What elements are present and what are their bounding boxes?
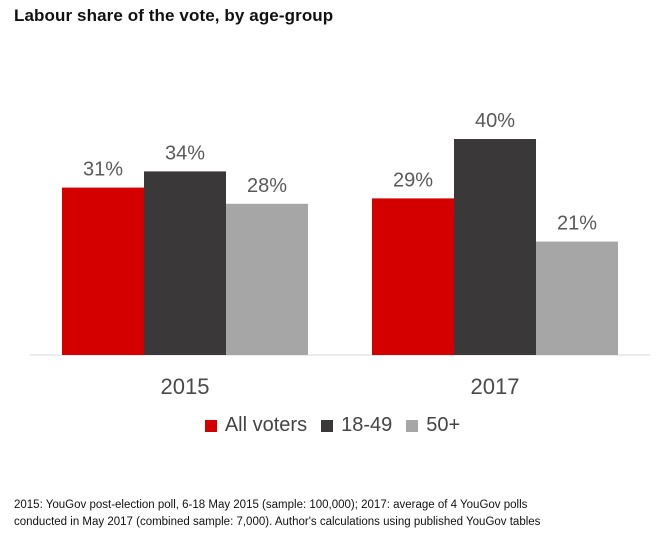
footnote: 2015: YouGov post-election poll, 6-18 Ma…: [14, 497, 654, 531]
legend-item-18-49: 18-49: [321, 414, 392, 437]
bar-2017-50: [536, 241, 618, 355]
footnote-line-1: 2015: YouGov post-election poll, 6-18 Ma…: [14, 499, 528, 511]
data-label-2017-50: 21%: [557, 213, 597, 235]
data-label-2015-18-49: 34%: [165, 142, 205, 164]
legend: All voters 18-49 50+: [0, 414, 665, 437]
bar-2017-18-49: [454, 139, 536, 355]
chart-title: Labour share of the vote, by age-group: [14, 6, 334, 25]
data-label-2015-all-voters: 31%: [83, 159, 123, 181]
footnote-line-2: conducted in May 2017 (combined sample: …: [14, 516, 541, 528]
bar-2015-18-49: [144, 171, 226, 355]
legend-item-all-voters: All voters: [204, 414, 308, 437]
legend-label-50-plus: 50+: [426, 414, 461, 436]
data-label-2017-18-49: 40%: [475, 110, 515, 132]
bar-2017-all-voters: [372, 198, 454, 355]
x-tick-label-2017: 2017: [471, 374, 520, 399]
legend-swatch-18-49: [321, 419, 334, 432]
x-tick-label-2015: 2015: [161, 374, 210, 399]
legend-swatch-50-plus: [406, 419, 419, 432]
legend-label-18-49: 18-49: [341, 414, 393, 436]
bar-2015-all-voters: [62, 187, 144, 355]
legend-item-50-plus: 50+: [406, 414, 460, 437]
data-label-2015-50: 28%: [247, 175, 287, 197]
bar-chart: 31% 34% 28% 2015 29% 40% 21% 2017: [30, 110, 650, 399]
data-label-2017-all-voters: 29%: [393, 169, 433, 191]
legend-label-all-voters: All voters: [224, 414, 308, 436]
bar-2015-50: [226, 203, 308, 355]
legend-swatch-all-voters: [204, 419, 217, 432]
